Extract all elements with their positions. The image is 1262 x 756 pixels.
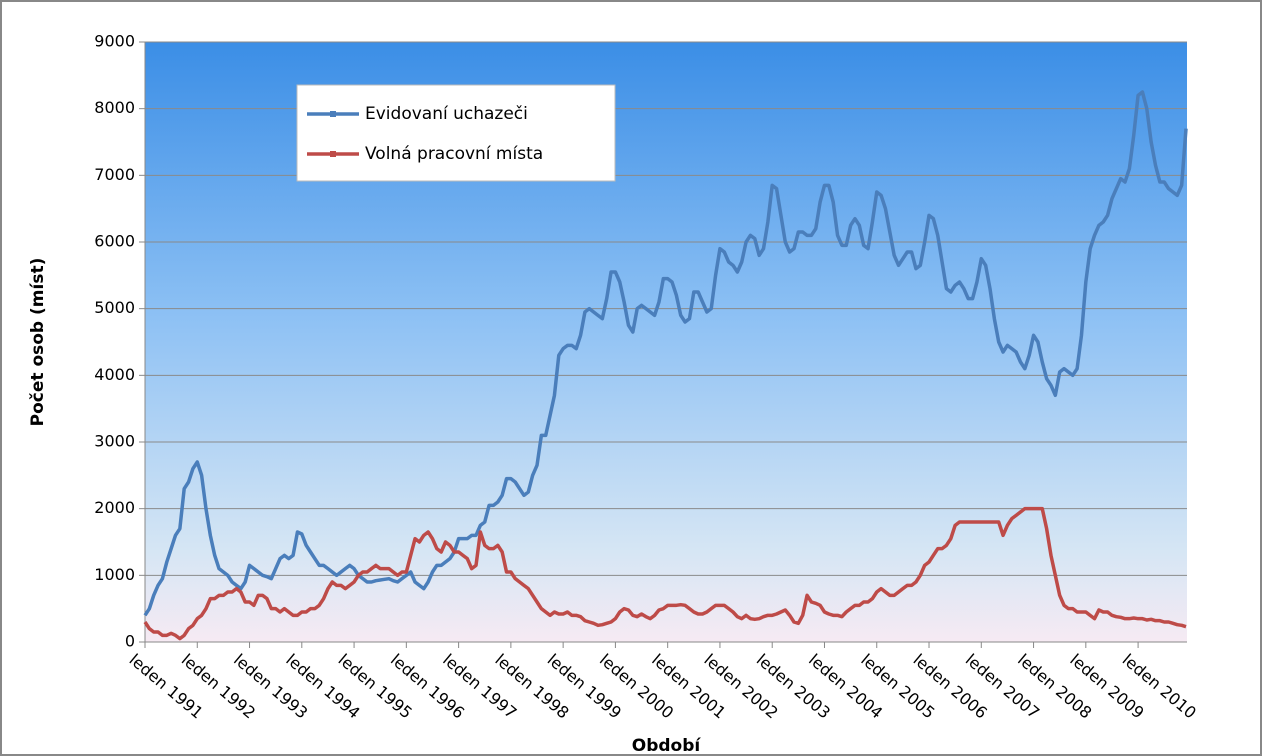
y-tick-label: 9000 xyxy=(94,32,135,51)
y-tick-label: 2000 xyxy=(94,498,135,517)
series-line xyxy=(143,506,1187,641)
y-tick-label: 5000 xyxy=(94,298,135,317)
y-tick-label: 4000 xyxy=(94,365,135,384)
legend-box xyxy=(296,84,616,182)
y-tick-label: 0 xyxy=(125,632,135,651)
legend-marker xyxy=(330,151,336,157)
y-tick-label: 6000 xyxy=(94,232,135,251)
legend-marker xyxy=(330,111,336,117)
y-tick-label: 7000 xyxy=(94,165,135,184)
y-tick-label: 8000 xyxy=(94,98,135,117)
y-axis-title: Počet osob (míst) xyxy=(28,258,48,427)
legend-label: Evidovaní uchazeči xyxy=(365,104,528,124)
legend-label: Volná pracovní místa xyxy=(365,144,543,164)
series-line xyxy=(143,90,1188,617)
y-tick-label: 3000 xyxy=(94,432,135,451)
y-tick-label: 1000 xyxy=(94,565,135,584)
x-axis-title: Období xyxy=(632,736,702,756)
